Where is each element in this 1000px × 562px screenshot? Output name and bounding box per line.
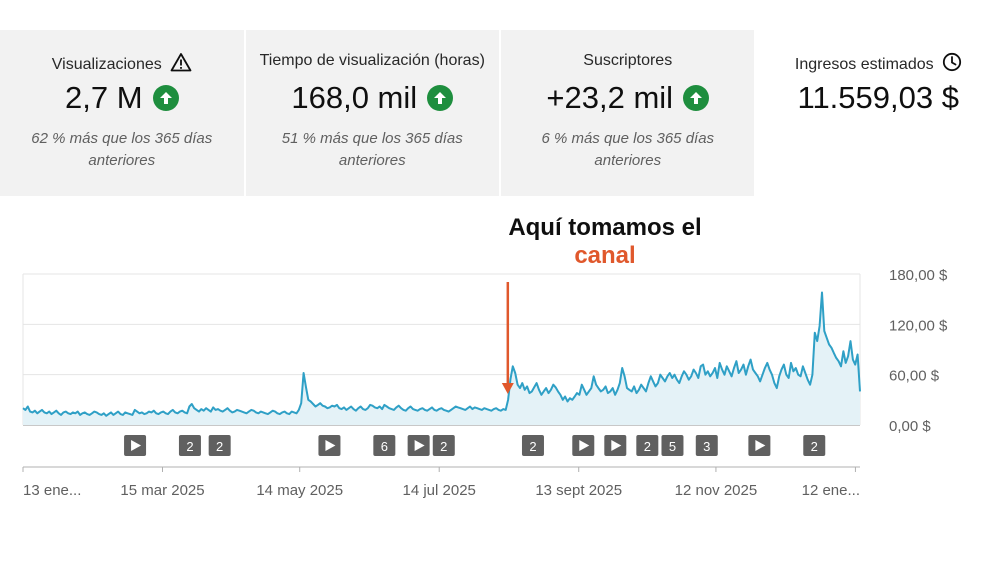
marker-box [208,435,231,456]
metric-value-watch-time: 168,0 mil [246,80,499,116]
marker-box [695,435,718,456]
metrics-row: Visualizaciones 2,7 M 62 % más que los 3… [0,30,1000,196]
warning-icon [170,52,192,77]
play-icon [579,440,590,451]
marker-badge[interactable]: 2 [208,435,231,456]
x-tick-label: 15 mar 2025 [120,482,204,499]
annotation-line1: Aquí tomamos el [508,214,702,241]
play-icon [755,440,766,451]
y-tick-label: 60,00 $ [889,368,940,385]
y-tick-label: 0,00 $ [889,418,931,435]
marker-count: 2 [216,439,223,454]
x-tick-label: 14 jul 2025 [403,482,476,499]
metric-card-watch-time[interactable]: Tiempo de visualización (horas) 168,0 mi… [245,30,499,196]
video-marker[interactable] [572,435,595,456]
x-tick-label: 12 ene... [802,482,860,499]
marker-box [432,435,455,456]
metric-card-revenue[interactable]: Ingresos estimados 11.559,03 $ [756,30,1000,196]
marker-count: 6 [381,439,388,454]
x-tick-label: 13 sept 2025 [535,482,622,499]
metric-title-watch-time: Tiempo de visualización (horas) [246,52,499,70]
annotation-text: Aquí tomamos el canal [440,214,770,270]
marker-count: 3 [703,439,710,454]
marker-box [178,435,201,456]
video-marker[interactable] [318,435,341,456]
play-icon [414,440,425,451]
metric-value-revenue: 11.559,03 $ [756,80,1000,116]
y-tick-label: 180,00 $ [889,267,948,284]
metric-title-revenue: Ingresos estimados [756,52,1000,77]
metric-title-revenue-label: Ingresos estimados [794,55,934,73]
metric-subtitle-views: 62 % más que los 365 días anteriores [31,130,213,169]
x-axis: 13 ene... 15 mar 2025 14 may 2025 14 jul 20… [22,467,860,499]
video-marker[interactable] [604,435,627,456]
marker-badge[interactable]: 6 [373,435,396,456]
marker-count: 2 [186,439,193,454]
series-line[interactable] [22,291,861,417]
marker-badge[interactable]: 2 [636,435,659,456]
marker-box [636,435,659,456]
marker-box [661,435,684,456]
y-tick-label: 120,00 $ [889,317,948,334]
chart-plot [22,291,861,425]
metric-subtitle-subscribers: 6 % más que los 365 días anteriores [541,130,715,169]
metric-subtitle-watch-time: 51 % más que los 365 días anteriores [281,130,463,169]
marker-badge[interactable]: 3 [695,435,718,456]
play-icon [131,440,142,451]
clock-icon [942,52,962,77]
metric-value-revenue-text: 11.559,03 $ [797,80,959,115]
video-marker[interactable] [748,435,771,456]
up-arrow-icon [427,85,454,111]
metric-title-watch-time-label: Tiempo de visualización (horas) [259,52,485,69]
marker-badge[interactable]: 2 [432,435,455,456]
play-icon [325,440,336,451]
x-tick-label: 13 ene... [23,482,81,499]
marker-badge[interactable]: 5 [661,435,684,456]
play-icon [611,440,622,451]
up-arrow-icon [152,85,179,111]
metric-value-subscribers-text: +23,2 mil [546,80,674,115]
metric-value-views-text: 2,7 M [64,80,143,115]
x-tick-label: 12 nov 2025 [675,482,758,499]
y-axis: 180,00 $ 120,00 $ 60,00 $ 0,00 $ [889,267,948,435]
metric-card-subscribers[interactable]: Suscriptores +23,2 mil 6 % más que los 3… [501,30,755,196]
series-area [23,292,860,425]
up-arrow-icon [683,85,710,111]
annotation-arrow [501,282,514,394]
marker-badge[interactable]: 2 [178,435,201,456]
video-marker[interactable] [124,435,147,456]
marker-badge[interactable]: 2 [521,435,544,456]
marker-count: 2 [811,439,818,454]
metric-title-subscribers: Suscriptores [501,52,754,70]
marker-box [803,435,826,456]
video-marker[interactable] [407,435,430,456]
metric-title-views-label: Visualizaciones [51,55,162,73]
marker-count: 2 [440,439,447,454]
x-tick-label: 14 may 2025 [256,482,343,499]
marker-box [373,435,396,456]
chart-markers: 2 2 6 2 2 2 5 3 2 [124,435,826,456]
metric-title-views: Visualizaciones [0,52,244,77]
marker-box [521,435,544,456]
metric-value-subscribers: +23,2 mil [501,80,754,116]
metric-card-views[interactable]: Visualizaciones 2,7 M 62 % más que los 3… [0,30,244,196]
marker-badge[interactable]: 2 [803,435,826,456]
annotation-highlight: canal [574,242,636,269]
metric-value-views: 2,7 M [0,80,244,116]
annotation-arrow-head [501,383,514,394]
metric-title-subscribers-label: Suscriptores [583,52,673,69]
marker-count: 2 [529,439,536,454]
marker-count: 5 [669,439,676,454]
marker-count: 2 [644,439,651,454]
metric-value-watch-time-text: 168,0 mil [291,80,418,115]
